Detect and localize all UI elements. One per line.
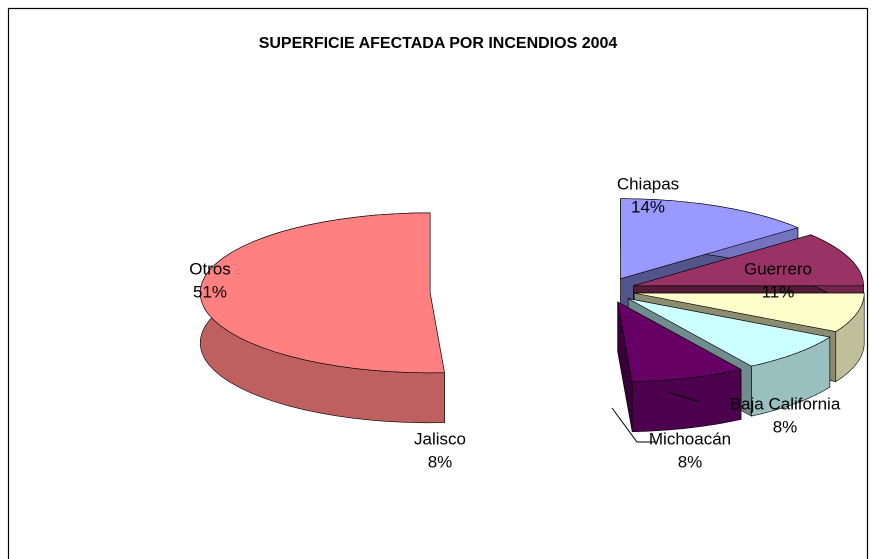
slice-label: Chiapas [617, 174, 679, 193]
slice-value-label: 11% [762, 282, 795, 301]
slice-label: Jalisco [414, 429, 466, 448]
slice-value-label: 8% [773, 417, 798, 436]
chart-title: SUPERFICIE AFECTADA POR INCENDIOS 2004 [259, 35, 618, 52]
slice-label: Baja California [730, 394, 841, 413]
slice-value-label: 8% [678, 452, 703, 471]
slice-top [199, 212, 445, 374]
slice-top [628, 298, 831, 367]
slice [199, 212, 445, 424]
slice-top [634, 292, 865, 332]
slice-label: Guerrero [744, 259, 812, 278]
slice-top [620, 198, 799, 280]
leader-line [667, 391, 701, 403]
slice-label: Otros [189, 259, 231, 278]
slice-top [633, 234, 864, 287]
slice-value-label: 51% [193, 282, 227, 301]
leader-line [611, 407, 655, 443]
slice-label: Michoacán [649, 429, 731, 448]
slice-value-label: 14% [631, 197, 665, 216]
slice [617, 301, 742, 433]
slice-top [617, 301, 742, 383]
slice-value-label: 8% [428, 452, 453, 471]
